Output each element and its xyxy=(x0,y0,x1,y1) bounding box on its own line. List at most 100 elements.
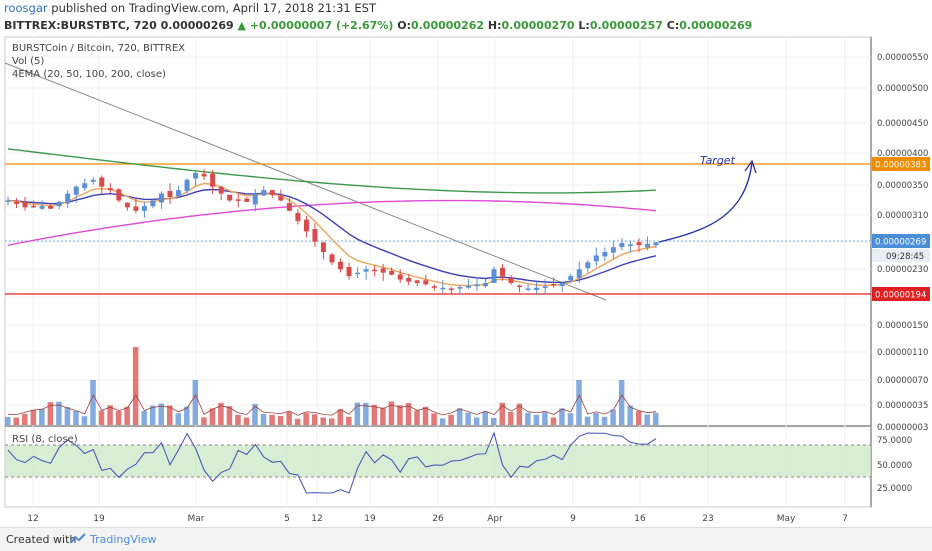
candle-body xyxy=(141,205,147,211)
candle-body xyxy=(355,272,361,275)
volume-bar xyxy=(226,406,233,425)
open-value: 0.00000262 xyxy=(410,19,485,32)
volume-bar xyxy=(439,418,446,425)
volume-bar xyxy=(56,401,62,425)
support-badge-text: 0.00000194 xyxy=(875,291,926,301)
ema200-line xyxy=(7,199,657,246)
volume-bar xyxy=(465,412,471,425)
volume-bar xyxy=(277,416,284,425)
candle-body xyxy=(90,179,96,182)
rsi-legend[interactable]: RSI (8, close) xyxy=(12,434,78,445)
volume-bar xyxy=(141,410,147,425)
ema-legend[interactable]: 4EMA (20, 50, 100, 200, close) xyxy=(12,69,166,80)
volume-bar xyxy=(98,410,105,425)
author-link[interactable]: roosgar xyxy=(4,1,48,15)
volume-bar xyxy=(235,414,241,425)
time-tick-label: 7 xyxy=(842,514,848,524)
candle-body xyxy=(261,190,267,196)
candle-body xyxy=(525,288,531,290)
volume-bar xyxy=(405,403,412,425)
candle-body xyxy=(167,190,173,198)
candle-body xyxy=(286,203,292,211)
candle-body xyxy=(31,205,37,208)
volume-bar xyxy=(346,416,352,425)
time-axis[interactable]: 12 19 Mar 5 12 19 26 Apr 9 16 23 May 7 xyxy=(27,514,848,524)
current-price-badge-text: 0.00000269 xyxy=(875,238,926,248)
volume-bar xyxy=(252,403,258,425)
candle-body xyxy=(150,200,156,207)
candle-body xyxy=(500,267,506,277)
candle-body xyxy=(14,201,20,204)
volume-bar xyxy=(567,413,574,425)
candle-body xyxy=(576,269,582,278)
candle-body xyxy=(585,262,591,269)
candle-body xyxy=(363,269,369,272)
candle-body xyxy=(116,189,122,201)
volume-bar xyxy=(286,411,292,425)
candle-body xyxy=(431,286,437,288)
countdown-badge: 09:28:45 xyxy=(872,249,930,262)
volume-bar xyxy=(482,411,488,425)
candle-body xyxy=(448,288,454,290)
volume-bar xyxy=(115,410,122,425)
candle-body xyxy=(534,287,540,290)
time-tick-label: Mar xyxy=(188,514,205,524)
vol-legend[interactable]: Vol (5) xyxy=(12,56,44,67)
volume-bar xyxy=(175,413,182,425)
support-badge: 0.00000194 xyxy=(872,287,930,301)
candle-body xyxy=(380,268,386,273)
volume-bar xyxy=(73,410,79,425)
rsi-line xyxy=(7,431,657,494)
price-tick-label: 0.00000400 xyxy=(877,149,928,159)
publish-header: roosgar published on TradingView.com, Ap… xyxy=(0,0,932,17)
volume-bar xyxy=(508,411,514,425)
footer: Created with TradingView xyxy=(0,527,932,551)
time-tick-label: 16 xyxy=(634,514,646,524)
symbol-text: BITTREX:BURSTBTC, 720 xyxy=(4,19,157,32)
candle-body xyxy=(602,252,608,257)
candle-body xyxy=(465,285,471,288)
target-arrow[interactable] xyxy=(658,162,753,243)
current-price-badge: 0.00000269 xyxy=(872,234,930,248)
candle-body xyxy=(474,284,480,287)
volume-bar xyxy=(303,412,309,425)
volume-bar xyxy=(371,404,378,425)
candle-body xyxy=(39,205,45,209)
candle-body xyxy=(124,202,130,208)
price-tick-label: 0.00000070 xyxy=(877,376,928,386)
candle-body xyxy=(303,219,309,232)
volume-bar xyxy=(337,409,344,425)
volume-bar xyxy=(618,380,625,425)
rsi-band xyxy=(5,445,871,477)
tradingview-link[interactable]: TradingView xyxy=(90,533,157,546)
volume-bar xyxy=(584,416,591,425)
candles xyxy=(5,168,659,295)
volume-bar xyxy=(635,411,642,425)
volume-bar xyxy=(593,412,599,425)
low-value: 0.00000257 xyxy=(589,19,663,32)
candle-body xyxy=(158,193,164,203)
publish-info: published on TradingView.com, April 17, … xyxy=(51,1,376,15)
volume-bars xyxy=(5,347,659,425)
volume-bar xyxy=(653,412,659,425)
time-tick-label: 19 xyxy=(93,514,105,524)
volume-bar xyxy=(456,408,463,425)
candle-body xyxy=(338,261,344,270)
volume-bar xyxy=(422,406,429,425)
candle-body xyxy=(320,242,326,253)
price-chart[interactable]: Target BURSTCoin / Bitcoin, 720, BITTREX… xyxy=(0,35,932,527)
volume-bar xyxy=(243,417,250,425)
price-tick-label: 0.00000350 xyxy=(877,181,928,191)
candle-body xyxy=(218,186,224,194)
tradingview-logo-icon xyxy=(70,533,86,544)
volume-bar xyxy=(30,410,37,425)
ema20-line xyxy=(7,182,657,287)
volume-bar xyxy=(13,417,20,425)
candle-body xyxy=(423,280,429,285)
volume-bar xyxy=(576,380,582,425)
price-axis[interactable]: 0.00000550 0.00000500 0.00000450 0.00000400… xyxy=(877,53,928,494)
volume-bar xyxy=(260,413,267,425)
up-arrow-icon: ▲ xyxy=(237,19,246,32)
candle-body xyxy=(542,286,548,288)
candle-body xyxy=(312,229,318,242)
